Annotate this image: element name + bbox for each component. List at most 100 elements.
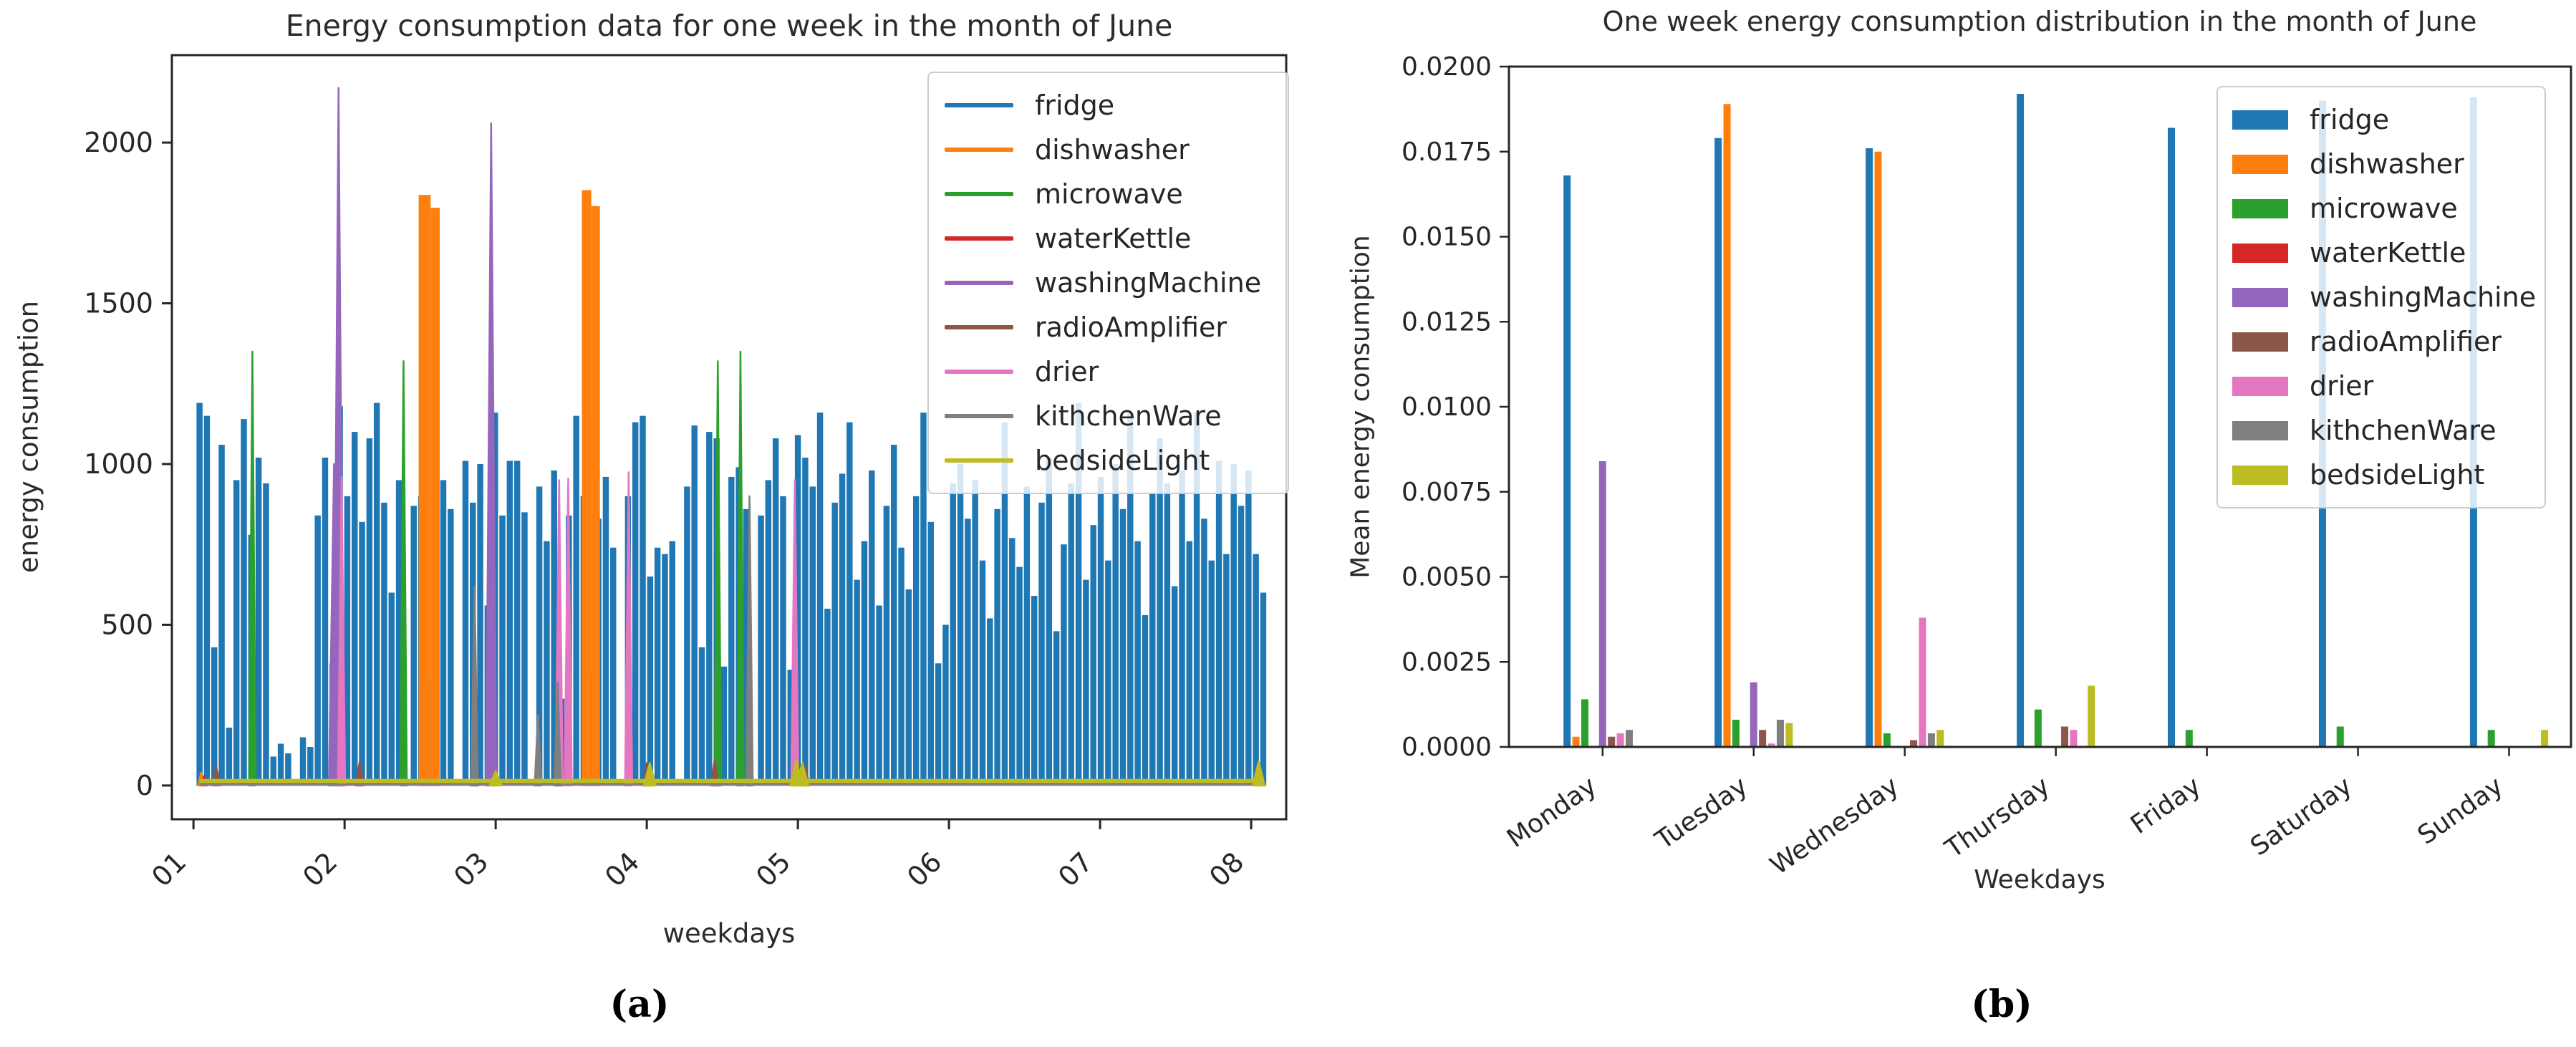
spike: [1201, 518, 1207, 786]
spike: [869, 470, 875, 786]
radioAmplifier-legend-swatch-icon: [945, 325, 1013, 329]
bar: [1714, 137, 1722, 747]
left-legend-label: waterKettle: [1035, 223, 1192, 254]
spike: [669, 541, 675, 786]
spike: [802, 458, 809, 786]
right-legend-label: waterKettle: [2310, 237, 2466, 269]
left-chart-title: Energy consumption data for one week in …: [285, 9, 1173, 43]
right-y-tick-label: 0.0150: [1402, 223, 1492, 252]
spike: [898, 547, 905, 786]
right-legend-label: radioAmplifier: [2310, 326, 2502, 357]
bar: [1625, 730, 1633, 747]
spike: [573, 415, 579, 786]
bar: [1732, 720, 1740, 747]
spike: [780, 496, 786, 786]
spike: [1251, 760, 1266, 787]
spike: [1046, 458, 1053, 786]
bar: [2541, 730, 2549, 747]
spike: [359, 521, 365, 786]
spike: [839, 473, 846, 786]
right-y-tick-label: 0.0125: [1402, 307, 1492, 337]
spike: [462, 460, 469, 786]
spike: [1142, 614, 1149, 786]
spike: [263, 483, 269, 786]
spike: [196, 402, 203, 786]
bar: [2487, 730, 2495, 747]
spike: [211, 647, 218, 786]
left-y-tick-label: 0: [136, 770, 153, 801]
spike: [299, 737, 307, 786]
right-legend-label: fridge: [2310, 104, 2390, 135]
spike: [1009, 538, 1016, 786]
spike: [1127, 412, 1134, 786]
spike: [624, 471, 634, 787]
panel-b-label: (b): [1971, 983, 2032, 1026]
left-y-tick-label: 1000: [84, 448, 153, 480]
fridge-legend-swatch-icon: [945, 103, 1013, 107]
spike: [1023, 486, 1031, 786]
spike: [488, 770, 503, 787]
column: [582, 190, 592, 786]
left-legend-item-fridge: fridge: [945, 83, 1272, 127]
spike: [477, 463, 483, 786]
spike: [1001, 422, 1008, 786]
spike: [344, 496, 351, 786]
radioAmplifier-legend-swatch-icon: [2232, 332, 2288, 352]
spike: [470, 585, 479, 787]
column: [418, 195, 431, 786]
right-legend-item-fridge: fridge: [2232, 97, 2530, 142]
right-legend-label: washingMachine: [2310, 281, 2537, 313]
spike: [534, 713, 543, 787]
left-legend-item-kithchenWare: kithchenWare: [945, 394, 1272, 438]
right-x-tick-label: Wednesday: [1765, 771, 1904, 881]
bar: [2061, 726, 2069, 747]
right-legend-item-dishwasher: dishwasher: [2232, 142, 2530, 186]
spike: [602, 476, 609, 786]
spike: [1149, 493, 1156, 786]
kithchenWare-legend-swatch-icon: [945, 414, 1013, 418]
spike: [854, 579, 860, 786]
right-x-tick-label: Tuesday: [1650, 771, 1753, 856]
spike: [876, 605, 882, 786]
series-kithchenWare: [199, 495, 1263, 787]
spike: [736, 350, 745, 787]
bar: [1910, 740, 1918, 747]
right-x-tick-label: Monday: [1502, 771, 1602, 854]
dishwasher-legend-swatch-icon: [945, 148, 1013, 152]
spike: [654, 547, 661, 786]
spike: [1186, 541, 1193, 786]
spike: [765, 480, 772, 786]
spike: [772, 438, 779, 786]
spike: [233, 480, 240, 786]
bar: [1874, 151, 1882, 747]
column: [591, 206, 600, 786]
left-x-tick-label: 06: [901, 846, 947, 892]
spike: [987, 618, 993, 786]
right-legend-label: drier: [2310, 370, 2374, 402]
spike: [1053, 631, 1060, 786]
right-legend-item-kithchenWare: kithchenWare: [2232, 408, 2530, 453]
right-legend-item-bedsideLight: bedsideLight: [2232, 453, 2530, 497]
washingMachine-legend-swatch-icon: [945, 281, 1013, 285]
spike: [979, 560, 986, 786]
bar-series-drier: [1616, 617, 2078, 747]
spike: [1157, 438, 1163, 786]
bar: [1936, 730, 1944, 747]
right-y-tick-label: 0.0200: [1402, 52, 1492, 82]
spike: [883, 506, 890, 786]
bar: [1608, 736, 1616, 747]
bar: [1581, 699, 1588, 747]
right-legend: fridge dishwasher microwave waterKettle wash…: [2216, 86, 2546, 508]
bar: [1927, 733, 1935, 747]
left-legend-label: fridge: [1035, 90, 1115, 121]
right-y-tick-label: 0.0075: [1402, 478, 1492, 507]
spike: [846, 422, 853, 786]
spike: [706, 432, 713, 786]
spike: [388, 592, 395, 786]
spike: [521, 512, 528, 786]
right-y-tick-label: 0.0000: [1402, 733, 1492, 762]
spike: [1208, 560, 1215, 786]
spike: [381, 502, 387, 786]
bar: [1785, 723, 1793, 747]
